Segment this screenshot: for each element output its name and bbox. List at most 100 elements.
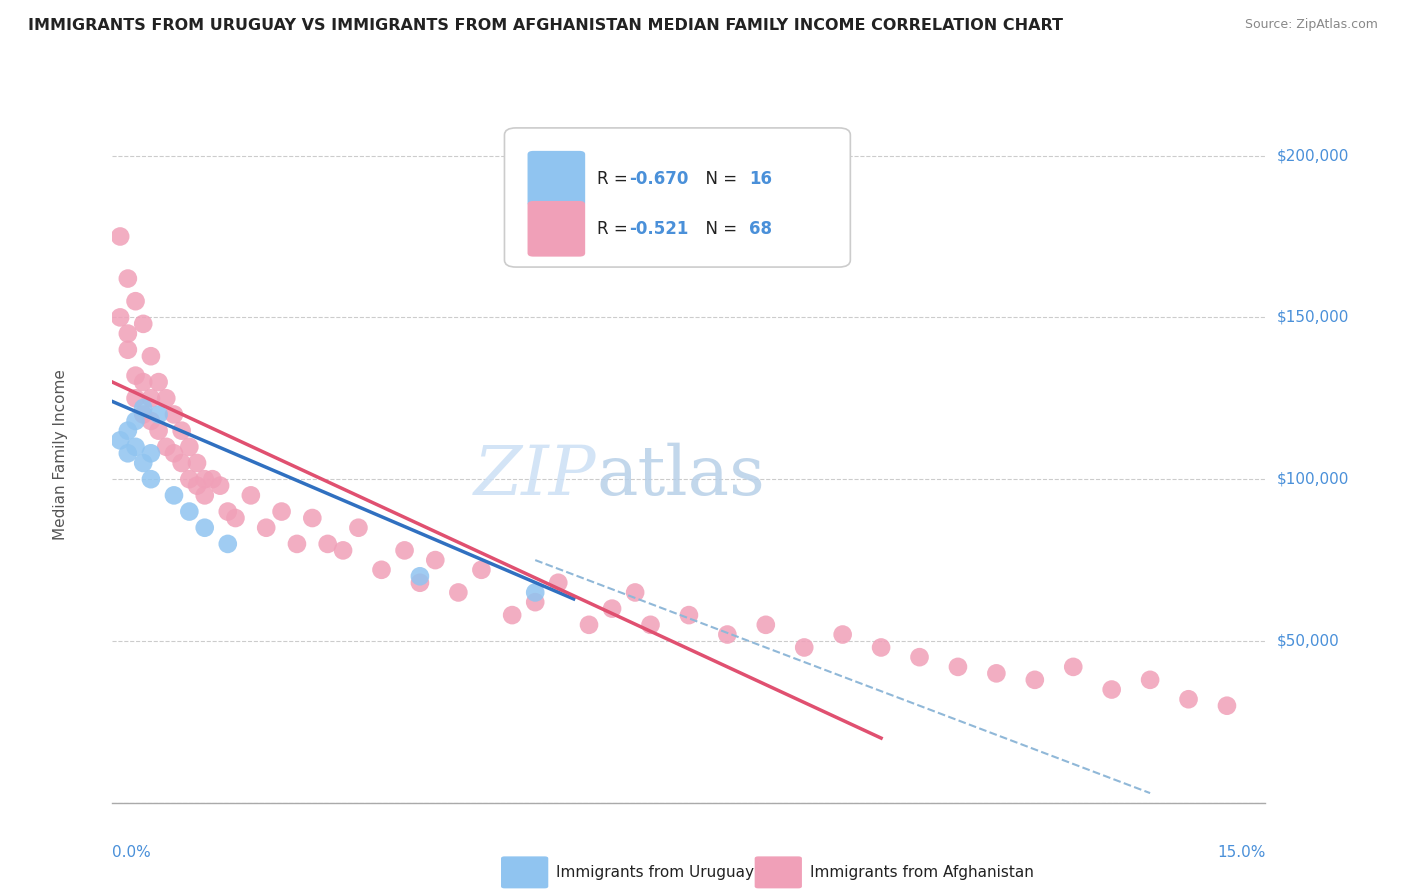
Point [394,543,416,558]
Point [908,650,931,665]
Point [1216,698,1239,713]
Point [155,440,177,454]
Point [186,456,208,470]
Point [316,537,339,551]
Point [139,446,162,460]
Point [179,440,201,454]
Point [347,521,370,535]
Text: $100,000: $100,000 [1277,472,1348,487]
Point [793,640,815,655]
FancyBboxPatch shape [527,151,585,207]
Point [254,521,277,535]
Point [239,488,262,502]
Point [148,375,170,389]
Point [946,660,969,674]
Point [755,617,778,632]
Point [186,478,208,492]
Point [624,585,647,599]
Text: Median Family Income: Median Family Income [53,369,67,541]
Point [117,326,139,341]
FancyBboxPatch shape [527,201,585,257]
Point [501,608,523,623]
Point [194,521,217,535]
Text: -0.670: -0.670 [628,169,689,187]
Text: R =: R = [596,169,633,187]
Point [163,408,186,422]
Point [163,488,186,502]
Point [600,601,623,615]
Point [170,424,193,438]
Point [524,595,547,609]
Point [148,424,170,438]
Point [139,392,162,406]
Text: atlas: atlas [596,442,766,509]
Point [194,472,217,486]
Point [132,317,155,331]
FancyBboxPatch shape [505,128,851,267]
Point [124,440,146,454]
Point [409,575,432,590]
Point [124,294,146,309]
Point [163,446,186,460]
Text: 16: 16 [749,169,772,187]
Point [124,414,146,428]
Text: ZIP: ZIP [474,442,596,509]
Text: 0.0%: 0.0% [112,845,152,860]
Point [132,401,155,415]
Text: N =: N = [695,219,742,238]
Point [425,553,447,567]
Point [194,488,217,502]
Point [179,472,201,486]
Point [132,456,155,470]
Point [447,585,470,599]
Point [831,627,853,641]
Point [1101,682,1123,697]
Text: $200,000: $200,000 [1277,148,1348,163]
Point [470,563,492,577]
FancyBboxPatch shape [755,856,801,888]
Point [209,478,232,492]
Text: -0.521: -0.521 [628,219,689,238]
Point [285,537,308,551]
Point [132,408,155,422]
Point [524,585,547,599]
Text: R =: R = [596,219,633,238]
Point [217,537,239,551]
Point [870,640,893,655]
Point [170,456,193,470]
Text: 15.0%: 15.0% [1218,845,1265,860]
Point [108,229,131,244]
Point [155,392,177,406]
Point [409,569,432,583]
Point [270,504,292,518]
Point [370,563,392,577]
Point [678,608,700,623]
Text: $50,000: $50,000 [1277,633,1340,648]
Point [547,575,569,590]
Text: Immigrants from Uruguay: Immigrants from Uruguay [557,865,755,880]
Point [124,368,146,383]
Point [179,504,201,518]
Point [148,408,170,422]
Point [986,666,1008,681]
Text: Immigrants from Afghanistan: Immigrants from Afghanistan [810,865,1033,880]
Text: $150,000: $150,000 [1277,310,1348,325]
Point [1177,692,1199,706]
Point [1024,673,1046,687]
Text: Source: ZipAtlas.com: Source: ZipAtlas.com [1244,18,1378,31]
Point [224,511,246,525]
Point [139,414,162,428]
Point [117,271,139,285]
Point [117,446,139,460]
Point [124,392,146,406]
Text: IMMIGRANTS FROM URUGUAY VS IMMIGRANTS FROM AFGHANISTAN MEDIAN FAMILY INCOME CORR: IMMIGRANTS FROM URUGUAY VS IMMIGRANTS FR… [28,18,1063,33]
FancyBboxPatch shape [501,856,548,888]
Text: N =: N = [695,169,742,187]
Point [716,627,738,641]
Point [139,349,162,363]
Point [108,434,131,448]
Point [117,424,139,438]
Point [108,310,131,325]
Point [139,472,162,486]
Point [1062,660,1084,674]
